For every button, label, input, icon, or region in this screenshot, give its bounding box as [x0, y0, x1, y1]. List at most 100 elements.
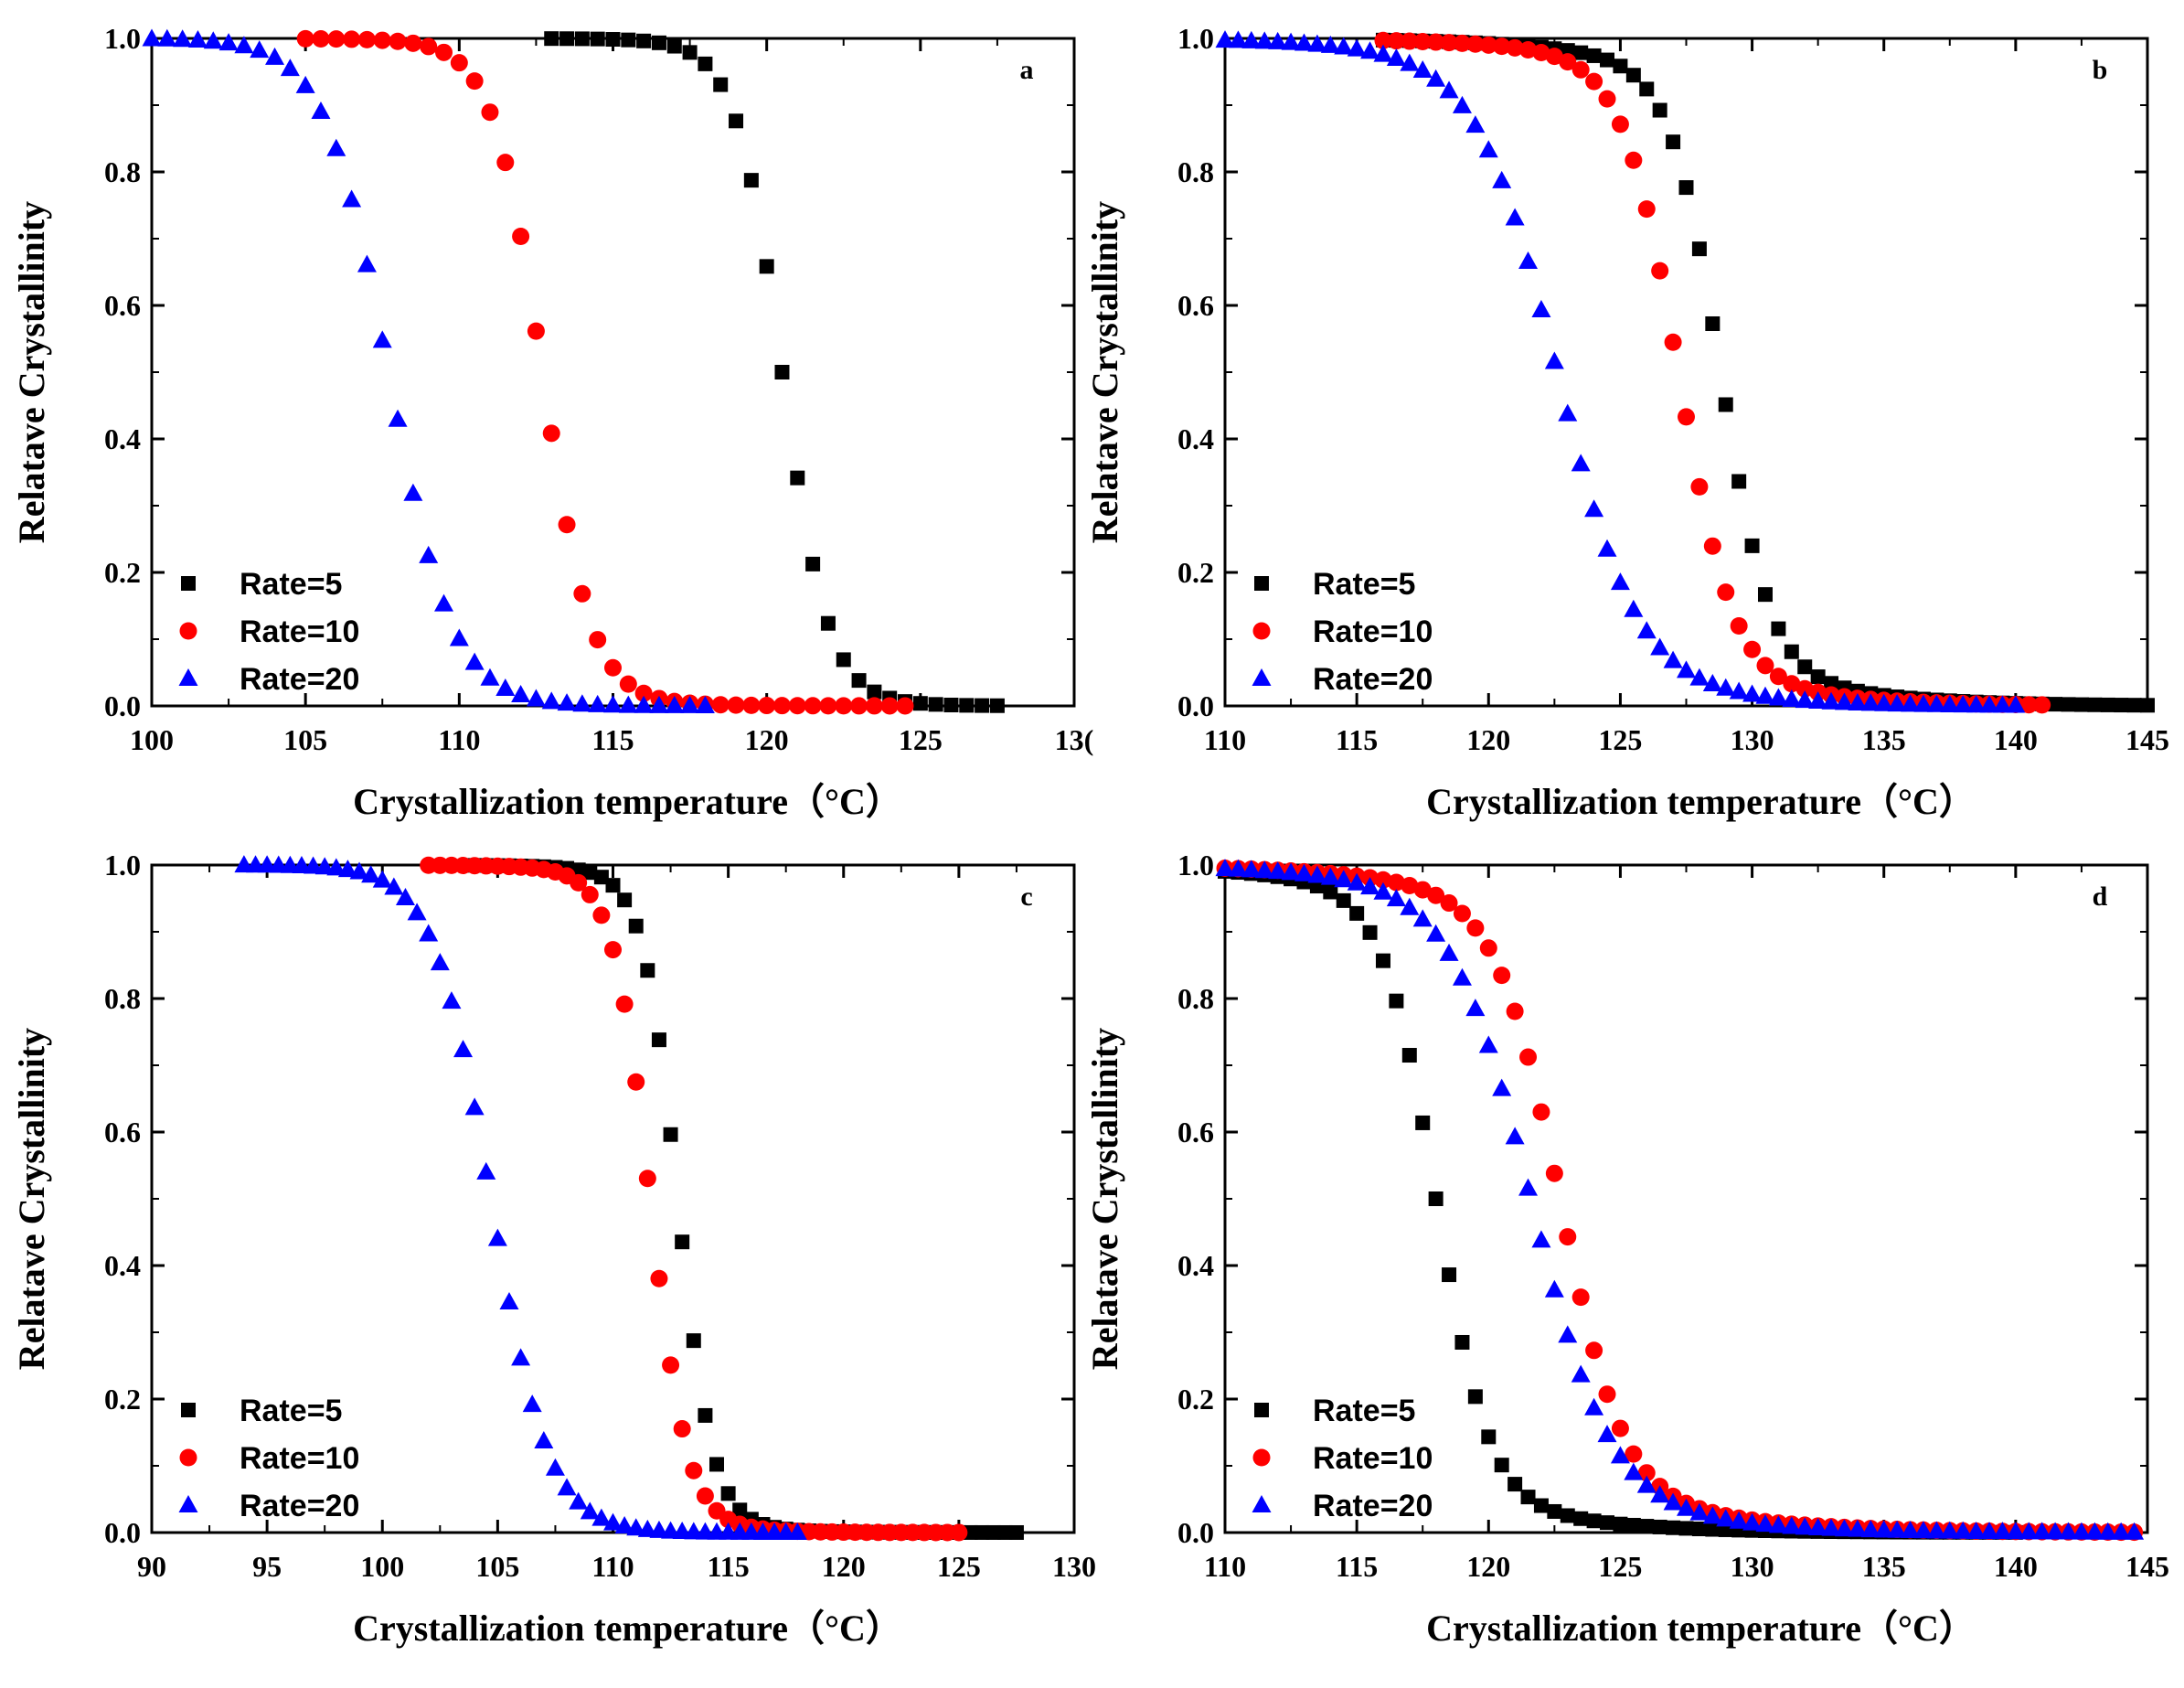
data-point	[218, 33, 239, 51]
data-point	[2032, 1522, 2052, 1540]
data-point	[1625, 68, 1641, 83]
data-point	[522, 1394, 542, 1413]
data-point	[372, 870, 392, 888]
y-tick-label: 0.4	[1177, 1249, 1214, 1282]
data-point	[265, 47, 285, 65]
data-point	[2125, 1522, 2145, 1540]
data-point	[2019, 1522, 2039, 1540]
legend-label: Rate=20	[240, 1489, 359, 1523]
data-point	[1689, 668, 1710, 686]
data-point	[1281, 862, 1301, 881]
data-point	[720, 1486, 736, 1501]
data-point	[419, 545, 439, 563]
data-point	[1795, 679, 1814, 698]
legend-label: Rate=10	[240, 614, 359, 649]
data-point	[342, 189, 362, 208]
y-tick-label: 0.4	[1177, 422, 1214, 455]
series-rate-5	[544, 31, 1005, 713]
data-point	[1387, 32, 1405, 50]
data-point	[557, 693, 577, 711]
data-point	[142, 28, 162, 47]
data-point	[1913, 694, 1934, 712]
data-point	[495, 678, 516, 696]
legend-marker	[1252, 1495, 1272, 1512]
x-tick-label: 135	[1862, 1550, 1906, 1583]
data-point	[1481, 1429, 1497, 1445]
data-point	[1717, 583, 1735, 602]
data-point	[1768, 688, 1788, 706]
data-point	[1374, 31, 1392, 49]
data-point	[1413, 33, 1432, 51]
data-point	[1452, 95, 1472, 113]
data-point	[1810, 669, 1826, 685]
x-tick-label: 135	[1862, 723, 1906, 756]
data-point	[1979, 695, 1999, 713]
data-point	[545, 1458, 565, 1476]
data-point	[580, 1501, 600, 1520]
data-point	[496, 154, 515, 172]
data-point	[544, 31, 559, 47]
data-point	[804, 697, 822, 715]
data-point	[1559, 53, 1577, 71]
data-point	[1427, 886, 1445, 904]
data-point	[511, 1348, 531, 1366]
data-point	[1586, 48, 1602, 63]
x-tick-label: 115	[708, 1550, 750, 1583]
data-point	[296, 29, 314, 48]
data-point	[1426, 69, 1446, 87]
data-point	[419, 924, 439, 942]
data-point	[698, 1407, 713, 1423]
data-point	[851, 673, 867, 689]
data-point	[682, 45, 698, 60]
data-point	[1624, 1462, 1644, 1480]
x-axis-title-unit: °C）	[1898, 781, 1976, 822]
data-point	[403, 483, 423, 501]
data-point	[1453, 904, 1471, 923]
data-point	[1215, 859, 1235, 877]
x-tick-label: 95	[252, 1550, 282, 1583]
series-rate-20	[1215, 30, 2026, 713]
data-point	[557, 1478, 577, 1496]
data-point	[1677, 660, 1696, 678]
legend-label: Rate=10	[1313, 614, 1433, 649]
x-tick-label: 120	[822, 1550, 866, 1583]
data-point	[638, 1170, 656, 1188]
data-point	[1413, 881, 1432, 899]
x-axis-title: Crystallization temperature（°C）	[1426, 1608, 1976, 1649]
data-point	[1215, 30, 1235, 48]
data-point	[1666, 1520, 1681, 1535]
data-point	[1639, 81, 1655, 97]
data-point	[685, 1461, 703, 1480]
data-point	[357, 254, 377, 272]
data-point	[2045, 1522, 2065, 1540]
data-point	[1768, 1515, 1788, 1533]
data-point	[1518, 251, 1539, 269]
x-axis-title: Crystallization temperature（°C）	[1426, 781, 1976, 822]
legend-label: Rate=5	[1313, 1394, 1415, 1428]
x-tick-label: 125	[1598, 723, 1642, 756]
x-axis-title: Crystallization temperature（°C）	[353, 1608, 902, 1649]
data-point	[1573, 1511, 1589, 1526]
data-point	[1320, 867, 1340, 885]
data-point	[1691, 241, 1707, 257]
data-point	[695, 695, 715, 713]
data-point	[389, 32, 407, 50]
data-point	[1281, 32, 1301, 50]
data-point	[666, 38, 682, 54]
data-point	[1678, 1521, 1694, 1536]
x-axis-title-main: Crystallization temperature（	[353, 781, 825, 822]
data-point	[1584, 1397, 1604, 1416]
data-point	[680, 695, 700, 713]
y-tick-label: 0.8	[1177, 155, 1214, 188]
y-tick-label: 1.0	[1177, 22, 1214, 55]
data-point	[407, 903, 427, 921]
data-point	[2019, 696, 2038, 714]
data-point	[453, 1040, 474, 1058]
data-point	[896, 697, 914, 715]
data-point	[1373, 44, 1393, 62]
data-point	[1666, 134, 1681, 150]
data-point	[709, 1457, 725, 1472]
data-point	[615, 995, 634, 1013]
x-tick-label: 105	[475, 1550, 519, 1583]
data-point	[1651, 262, 1669, 280]
